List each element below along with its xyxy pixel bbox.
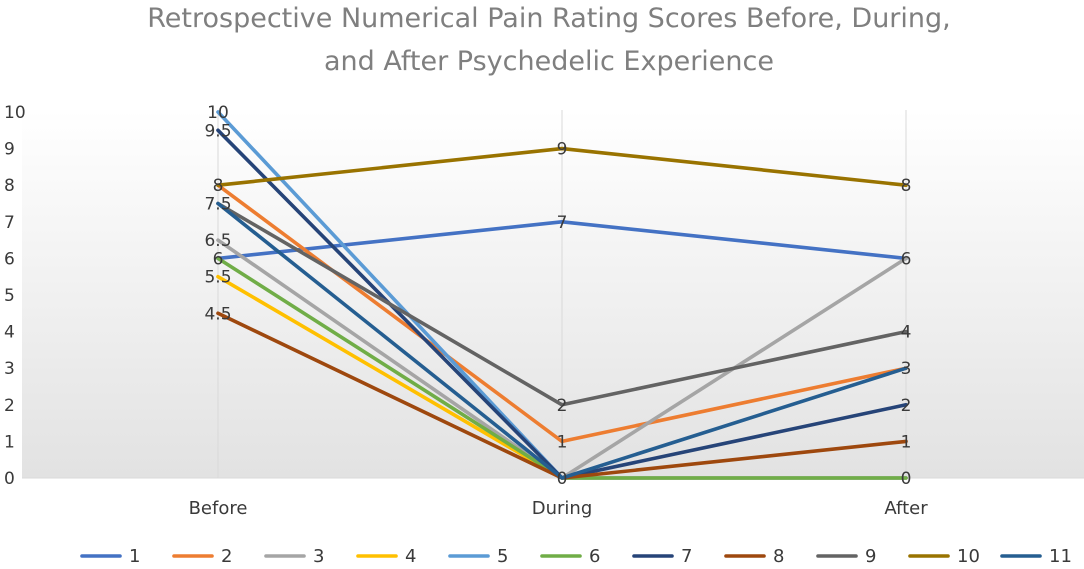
- y-tick-label: 6: [4, 249, 15, 269]
- plot-background: [22, 110, 1084, 478]
- data-label: 9: [557, 140, 568, 160]
- data-label: 2: [557, 396, 568, 416]
- x-axis-labels: Before During After: [189, 498, 929, 519]
- data-label: 6: [901, 249, 912, 269]
- y-tick-label: 0: [4, 469, 15, 489]
- data-label: 3: [901, 359, 912, 379]
- y-tick-label: 5: [4, 286, 15, 306]
- legend-label-4: 4: [405, 546, 416, 567]
- data-label: 4: [901, 323, 912, 343]
- y-tick-label: 8: [4, 176, 15, 196]
- y-tick-label: 2: [4, 396, 15, 416]
- data-label: 1: [557, 432, 568, 452]
- data-label: 0: [557, 469, 568, 489]
- y-tick-label: 7: [4, 213, 15, 233]
- data-label: 9.5: [204, 121, 231, 141]
- chart-title-line-1: Retrospective Numerical Pain Rating Scor…: [147, 3, 951, 34]
- series-line-9: [216, 201, 908, 407]
- data-label: 0: [901, 469, 912, 489]
- y-tick-label: 4: [4, 323, 15, 343]
- legend-label-8: 8: [773, 546, 784, 567]
- legend-label-2: 2: [221, 546, 232, 567]
- data-label: 6: [213, 249, 224, 269]
- legend-label-3: 3: [313, 546, 324, 567]
- y-tick-label: 9: [4, 140, 15, 160]
- legend-label-1: 1: [129, 546, 140, 567]
- legend-label-6: 6: [589, 546, 600, 567]
- series-lines: [216, 110, 908, 480]
- data-label: 8: [901, 176, 912, 196]
- y-tick-label: 3: [4, 359, 15, 379]
- x-tick-label-after: After: [884, 498, 928, 519]
- data-label: 2: [901, 396, 912, 416]
- legend-label-10: 10: [957, 546, 980, 567]
- legend-label-9: 9: [865, 546, 876, 567]
- data-label: 8: [213, 176, 224, 196]
- series-line-10: [216, 146, 908, 187]
- data-label: 5.5: [204, 268, 231, 288]
- y-tick-label: 1: [4, 432, 15, 452]
- series-line-11: [216, 201, 908, 480]
- x-tick-label-before: Before: [189, 498, 248, 519]
- y-tick-label: 10: [4, 103, 26, 123]
- legend: 1 2 3 4 5 6 7 8 9 10 11: [80, 546, 1072, 567]
- legend-label-7: 7: [681, 546, 692, 567]
- x-tick-label-during: During: [532, 498, 593, 519]
- legend-label-5: 5: [497, 546, 508, 567]
- data-label: 6.5: [204, 231, 231, 251]
- data-label: 7: [557, 213, 568, 233]
- y-axis-ticks: 0 1 2 3 4 5 6 7 8 9 10: [4, 103, 26, 489]
- chart-title-line-2: and After Psychedelic Experience: [324, 46, 774, 77]
- data-label: 1: [901, 432, 912, 452]
- data-label: 10: [207, 103, 229, 123]
- data-label: 7.5: [204, 195, 231, 215]
- data-label: 4.5: [204, 304, 231, 324]
- legend-label-11: 11: [1049, 546, 1072, 567]
